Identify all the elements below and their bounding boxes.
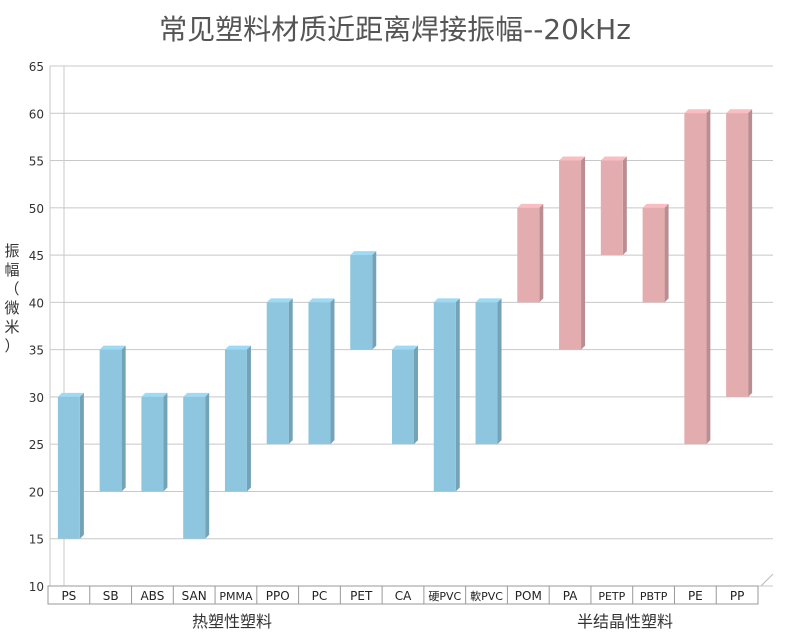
bar-top-face (475, 298, 502, 303)
x-tick-label: 軟PVC (470, 589, 503, 603)
y-axis-label-char: 幅 (4, 261, 20, 279)
y-tick-label: 55 (29, 155, 44, 169)
y-tick-label: 45 (29, 249, 44, 263)
bar-PETP (600, 160, 623, 256)
floor-edge (760, 573, 774, 587)
bar-side-face (497, 298, 502, 445)
x-tick-label: POM (515, 589, 542, 603)
y-tick-label: 50 (29, 202, 44, 216)
bar-硬PVC (433, 302, 456, 492)
bar-CA (392, 349, 414, 445)
x-tick-label: PE (688, 589, 703, 603)
x-tick-label: PP (730, 589, 744, 603)
x-tick-label: 硬PVC (428, 590, 461, 603)
x-tick-label: SAN (182, 589, 207, 603)
x-tick-label: PA (563, 589, 578, 603)
x-tick-label: PPO (266, 589, 290, 603)
y-axis-label-char: ） (4, 337, 20, 355)
bar-SB (99, 349, 122, 492)
bar-top-face (57, 392, 84, 397)
bar-PET (350, 255, 373, 350)
x-tick-label: PETP (598, 590, 625, 603)
bar-top-face (726, 109, 753, 114)
bar-PP (726, 113, 749, 397)
bar-top-face (266, 298, 293, 303)
x-tick-label: PET (350, 589, 373, 603)
x-tick-label: ABS (140, 589, 164, 603)
bar-side-face (288, 298, 293, 445)
y-tick-label: 35 (29, 344, 44, 358)
bar-top-face (433, 298, 460, 303)
bar-SAN (183, 396, 206, 539)
y-axis-label-char: 微 (4, 299, 20, 317)
y-tick-label: 20 (29, 485, 44, 499)
bar-side-face (748, 109, 753, 397)
bar-top-face (141, 392, 168, 397)
bar-side-face (581, 156, 586, 350)
bar-side-face (121, 345, 126, 492)
bar-軟PVC (475, 302, 498, 445)
bar-PC (308, 302, 331, 445)
bar-top-face (350, 251, 377, 256)
category-axis-box (47, 585, 759, 605)
y-tick-label: 30 (29, 391, 44, 405)
y-tick-label: 25 (29, 438, 44, 452)
bar-top-face (392, 345, 418, 350)
group-label-thermoplastic: 热塑性塑料 (192, 612, 273, 631)
x-tick-label: PC (312, 589, 328, 603)
y-tick-label: 65 (29, 60, 44, 74)
bar-side-face (706, 109, 711, 445)
bar-side-face (539, 203, 544, 303)
x-tick-label: PS (61, 589, 76, 603)
group-label-semicrystalline: 半结晶性塑料 (577, 612, 674, 631)
bar-PMMA (224, 349, 247, 492)
x-tick-label: CA (395, 589, 412, 603)
bar-side-face (79, 392, 84, 539)
y-tick-label: 60 (29, 107, 44, 121)
bar-top-face (517, 203, 544, 208)
y-tick-label: 10 (29, 580, 44, 594)
x-tick-label: PMMA (219, 590, 253, 603)
y-tick-label: 15 (29, 533, 44, 547)
y-axis-label-char: （ (4, 280, 20, 298)
bar-side-face (414, 345, 418, 445)
bar-side-face (246, 345, 251, 492)
bar-top-face (99, 345, 126, 350)
x-tick-label: PBTP (640, 590, 668, 603)
bar-PBTP (642, 207, 665, 303)
bar-side-face (455, 298, 460, 492)
bar-side-face (622, 156, 627, 256)
y-tick-label: 40 (29, 296, 44, 310)
bar-PS (57, 396, 80, 539)
bar-top-face (684, 109, 711, 114)
bar-top-face (183, 392, 210, 397)
bar-top-face (642, 203, 669, 208)
bar-ABS (141, 396, 164, 492)
bar-top-face (224, 345, 251, 350)
bar-POM (517, 207, 540, 303)
x-tick-label: SB (103, 589, 119, 603)
bar-top-face (559, 156, 586, 161)
y-axis-label-char: 米 (4, 318, 20, 336)
bar-PPO (266, 302, 289, 445)
y-axis-label: 振幅（微米） (4, 242, 20, 356)
bar-top-face (600, 156, 627, 161)
bar-side-face (664, 203, 669, 303)
chart-title: 常见塑料材质近距离焊接振幅--20kHz (159, 13, 631, 46)
bar-side-face (163, 392, 168, 492)
bar-side-face (372, 251, 377, 350)
bar-PE (684, 113, 707, 445)
bar-top-face (308, 298, 335, 303)
bar-side-face (330, 298, 335, 445)
y-axis-label-char: 振 (4, 242, 20, 260)
bar-PA (559, 160, 582, 350)
bar-side-face (205, 392, 210, 539)
